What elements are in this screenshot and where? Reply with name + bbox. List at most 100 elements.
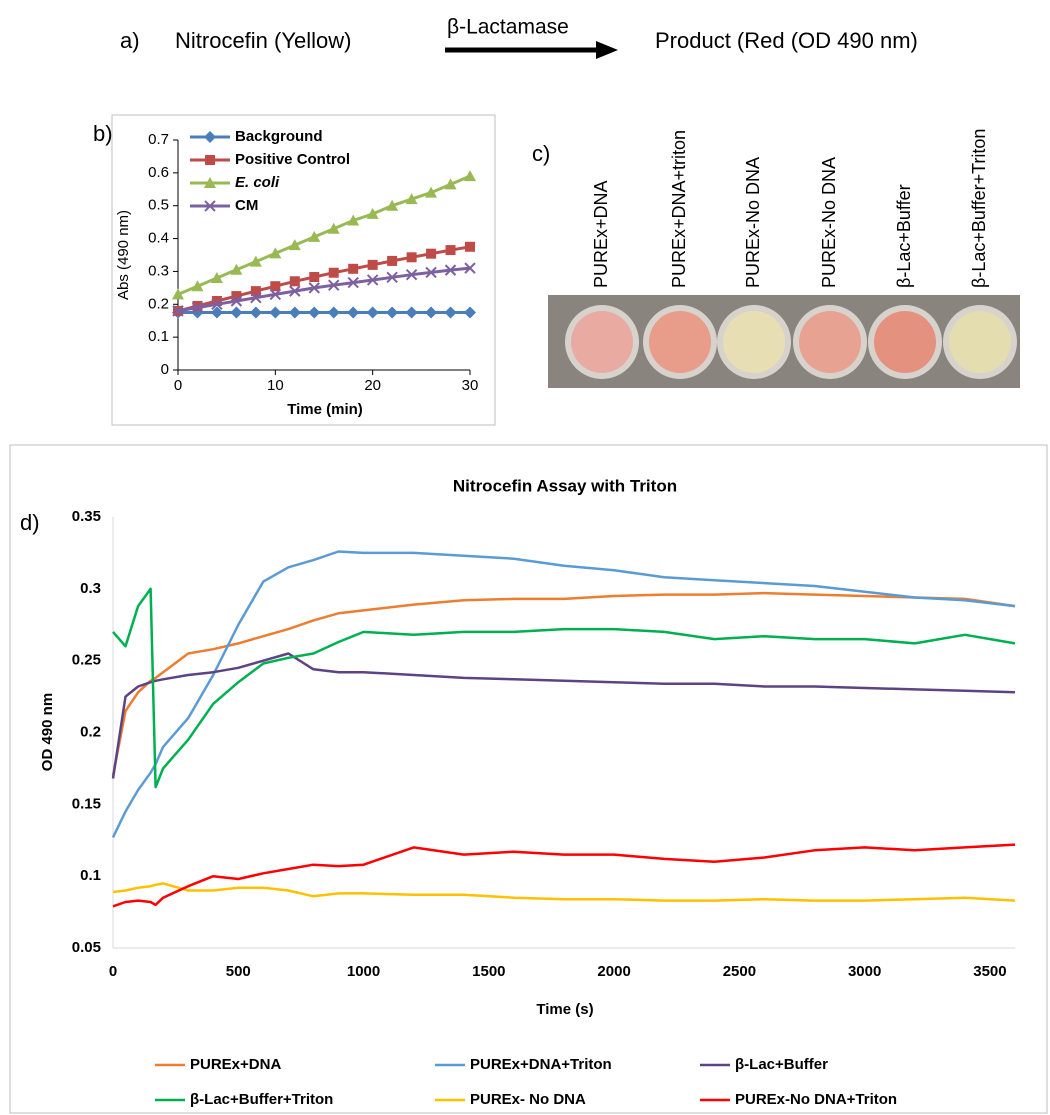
x-tick-label: 500 <box>226 963 251 980</box>
well <box>799 311 861 373</box>
series-line <box>111 652 1016 779</box>
reactant: Nitrocefin (Yellow) <box>175 28 351 53</box>
marker <box>308 282 320 294</box>
marker <box>328 279 340 291</box>
x-tick-label: 3500 <box>973 963 1006 980</box>
marker <box>211 296 222 306</box>
marker <box>308 306 321 319</box>
marker <box>387 255 398 266</box>
well <box>723 311 785 373</box>
y-tick-label: 0.3 <box>148 262 169 279</box>
panel-label: a) <box>120 28 140 53</box>
product: Product (Red (OD 490 nm) <box>655 28 918 53</box>
marker <box>327 222 340 234</box>
marker <box>250 292 262 304</box>
marker <box>172 288 184 300</box>
x-tick-label: 20 <box>364 377 381 394</box>
marker <box>230 295 243 307</box>
y-tick-label: 0.4 <box>148 230 169 247</box>
y-tick-label: 0.3 <box>80 580 101 597</box>
y-tick-label: 0.7 <box>148 131 169 148</box>
marker <box>464 306 476 319</box>
x-tick-label: 3000 <box>848 963 881 980</box>
marker <box>211 298 223 310</box>
marker <box>249 306 262 319</box>
well-label: β-Lac+Buffer+Triton <box>969 129 989 288</box>
marker <box>445 245 456 256</box>
legend-label: Positive Control <box>235 151 350 168</box>
marker <box>288 306 301 319</box>
marker <box>464 262 476 274</box>
marker <box>425 186 438 198</box>
marker <box>366 274 379 286</box>
marker <box>204 131 216 143</box>
x-tick-label: 1500 <box>472 963 505 980</box>
marker <box>250 286 261 297</box>
well <box>571 311 633 373</box>
marker <box>366 306 379 319</box>
x-tick-label: 0 <box>174 377 182 394</box>
y-tick-label: 0.1 <box>80 867 101 884</box>
marker <box>210 306 223 319</box>
legend-label: CM <box>235 197 258 214</box>
marker <box>347 306 360 319</box>
marker <box>406 252 417 263</box>
marker <box>348 263 359 274</box>
marker <box>270 281 281 292</box>
chart-title: Nitrocefin Assay with Triton <box>453 476 677 495</box>
marker <box>191 301 204 314</box>
x-tick-label: 2500 <box>723 963 756 980</box>
panel-label: c) <box>532 141 550 166</box>
legend-label: PUREx- No DNA <box>470 1091 586 1108</box>
marker <box>192 300 203 311</box>
y-tick-label: 0.1 <box>148 328 169 345</box>
marker <box>444 264 457 276</box>
well <box>874 311 936 373</box>
legend-label: E. coli <box>235 174 280 191</box>
legend-label: PUREx-No DNA+Triton <box>735 1091 897 1108</box>
marker <box>405 306 418 319</box>
marker <box>269 306 282 319</box>
y-tick-label: 0.25 <box>72 652 101 669</box>
marker <box>230 306 243 319</box>
marker <box>327 306 340 319</box>
well-label: β-Lac+Buffer <box>894 184 914 288</box>
well-label: PUREx+DNA <box>591 180 611 288</box>
y-tick-label: 0 <box>161 361 169 378</box>
panel-label: d) <box>20 510 40 535</box>
marker <box>426 248 437 259</box>
chart-frame <box>111 114 496 426</box>
series-line <box>177 245 471 313</box>
marker <box>205 155 215 165</box>
series-line <box>112 587 1016 789</box>
well <box>649 311 711 373</box>
y-tick-label: 0.15 <box>72 795 101 812</box>
marker <box>309 272 320 283</box>
marker <box>308 230 321 242</box>
y-tick-label: 0.35 <box>72 508 101 525</box>
marker <box>289 276 300 287</box>
marker <box>231 291 242 302</box>
y-axis-label: Abs (490 nm) <box>115 210 132 300</box>
marker <box>204 200 216 212</box>
marker <box>367 259 378 270</box>
marker <box>405 269 418 281</box>
marker <box>328 267 339 278</box>
marker <box>269 247 282 259</box>
marker <box>386 271 398 284</box>
marker <box>230 263 243 275</box>
panel-label: b) <box>93 121 113 146</box>
y-tick-label: 0.2 <box>148 295 169 312</box>
marker <box>366 207 379 219</box>
marker <box>425 306 438 319</box>
marker <box>249 255 262 267</box>
x-tick-label: 30 <box>462 377 479 394</box>
marker <box>425 266 437 279</box>
marker <box>405 193 418 205</box>
chart-frame <box>9 444 1048 1114</box>
series-line <box>112 882 1016 902</box>
legend-label: PUREx+DNA <box>190 1056 281 1073</box>
series-line <box>111 550 1016 838</box>
well-label: PUREx-No DNA <box>819 157 839 288</box>
